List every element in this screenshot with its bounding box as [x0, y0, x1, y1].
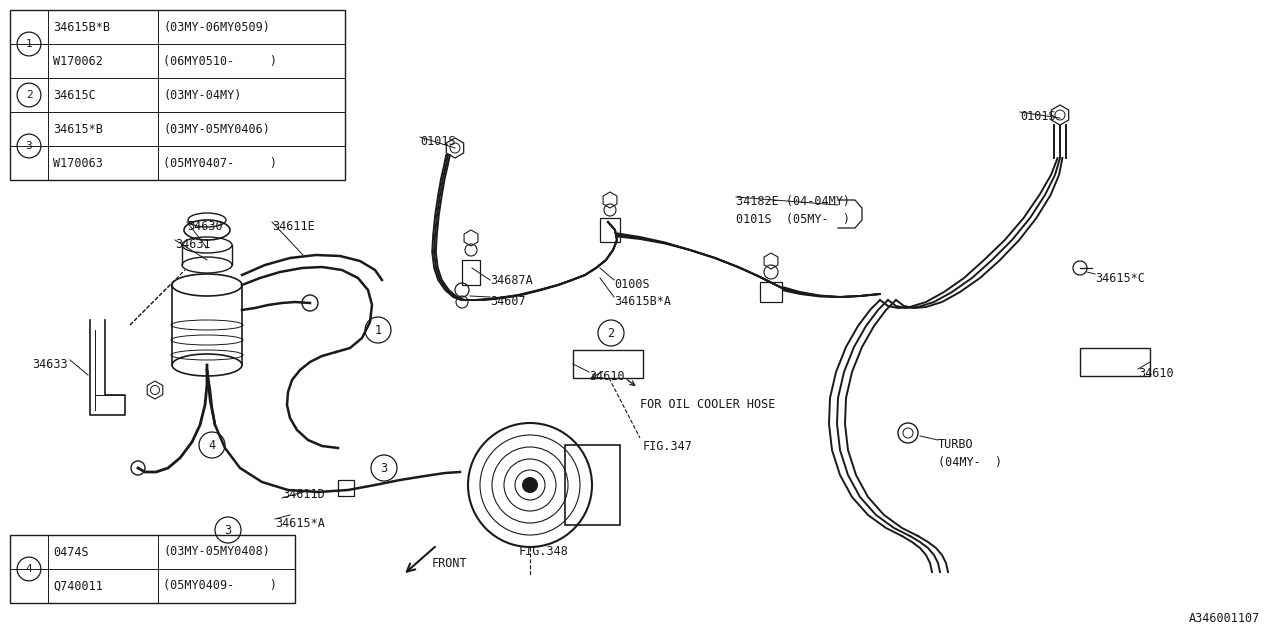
Bar — [338, 480, 355, 496]
Text: 34615*A: 34615*A — [275, 517, 325, 530]
Text: 4: 4 — [26, 564, 32, 574]
Text: 0101S: 0101S — [420, 135, 456, 148]
Bar — [564, 445, 620, 525]
Bar — [1080, 348, 1149, 376]
Text: 34631: 34631 — [175, 238, 211, 251]
Text: 4: 4 — [209, 438, 215, 451]
Text: 2: 2 — [608, 326, 614, 339]
Text: (05MY0407-     ): (05MY0407- ) — [163, 157, 276, 170]
Text: TURBO: TURBO — [938, 438, 974, 451]
Text: A346001107: A346001107 — [1189, 612, 1260, 625]
Bar — [760, 282, 782, 302]
Text: W170062: W170062 — [52, 54, 102, 67]
Text: 34182E (04-04MY): 34182E (04-04MY) — [736, 195, 850, 208]
Bar — [600, 218, 620, 242]
Text: 34615C: 34615C — [52, 88, 96, 102]
Bar — [10, 535, 294, 603]
Text: W170063: W170063 — [52, 157, 102, 170]
Text: 34615*C: 34615*C — [1094, 272, 1144, 285]
Text: 3: 3 — [26, 141, 32, 151]
Text: (03MY-05MY0406): (03MY-05MY0406) — [163, 122, 270, 136]
Text: (03MY-06MY0509): (03MY-06MY0509) — [163, 20, 270, 33]
Text: 0474S: 0474S — [52, 545, 88, 559]
Text: Q740011: Q740011 — [52, 579, 102, 593]
Text: 34610: 34610 — [1138, 367, 1174, 380]
Text: (04MY-  ): (04MY- ) — [938, 456, 1002, 469]
Text: 34615*B: 34615*B — [52, 122, 102, 136]
Bar — [462, 260, 480, 285]
Text: FRONT: FRONT — [433, 557, 467, 570]
Text: 0100S: 0100S — [614, 278, 650, 291]
Text: 34610: 34610 — [589, 370, 625, 383]
Circle shape — [522, 477, 538, 493]
Text: FOR OIL COOLER HOSE: FOR OIL COOLER HOSE — [640, 398, 776, 411]
Text: 0101S  (05MY-  ): 0101S (05MY- ) — [736, 213, 850, 226]
Text: (05MY0409-     ): (05MY0409- ) — [163, 579, 276, 593]
Text: (03MY-04MY): (03MY-04MY) — [163, 88, 242, 102]
Text: 2: 2 — [26, 90, 32, 100]
Text: FIG.348: FIG.348 — [518, 545, 568, 558]
Text: 34615B*B: 34615B*B — [52, 20, 110, 33]
Text: 1: 1 — [26, 39, 32, 49]
Text: (06MY0510-     ): (06MY0510- ) — [163, 54, 276, 67]
Text: 0101S: 0101S — [1020, 110, 1056, 123]
Bar — [573, 350, 643, 378]
Text: 3: 3 — [224, 524, 232, 536]
Text: 1: 1 — [375, 323, 381, 337]
Text: 34630: 34630 — [187, 220, 223, 233]
Text: 34687A: 34687A — [490, 274, 532, 287]
Text: 3: 3 — [380, 461, 388, 474]
Text: 34611D: 34611D — [282, 488, 325, 501]
Text: FIG.347: FIG.347 — [643, 440, 692, 453]
Text: 34633: 34633 — [32, 358, 68, 371]
Bar — [10, 10, 346, 180]
Text: 34607: 34607 — [490, 295, 526, 308]
Text: 34611E: 34611E — [273, 220, 315, 233]
Text: 34615B*A: 34615B*A — [614, 295, 671, 308]
Text: (03MY-05MY0408): (03MY-05MY0408) — [163, 545, 270, 559]
